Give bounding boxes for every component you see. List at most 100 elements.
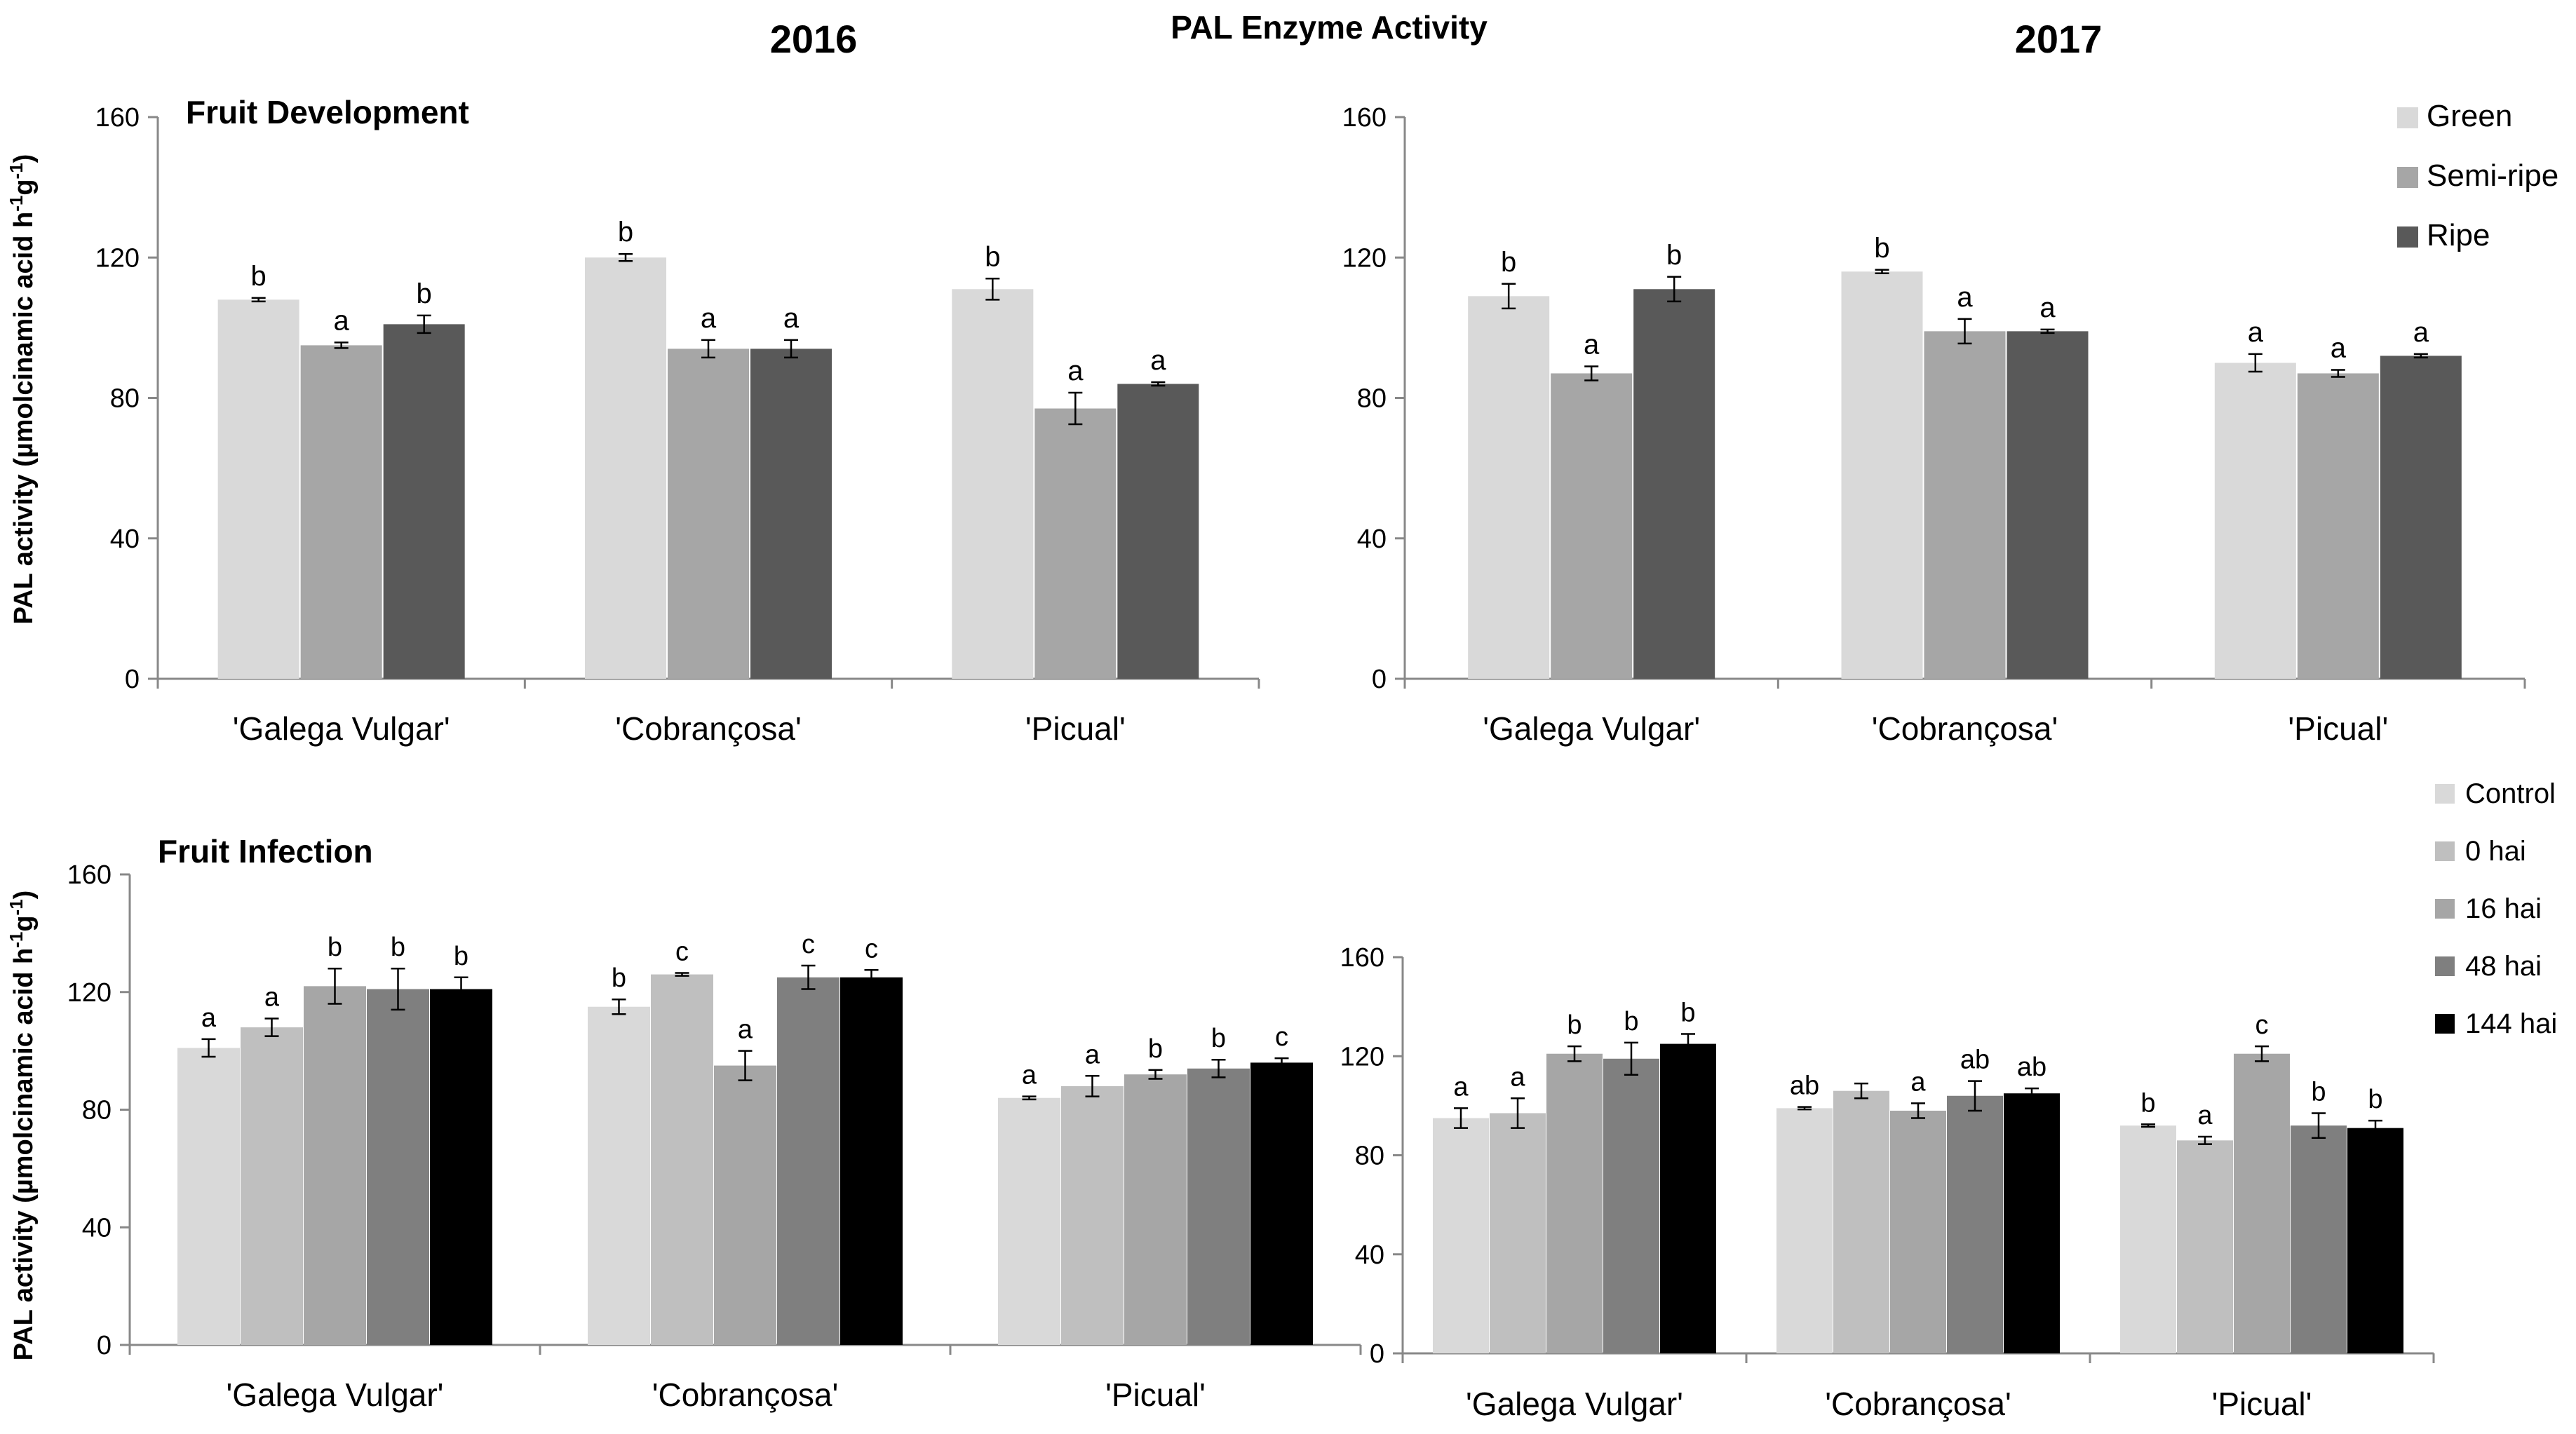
category-label-picual: 'Picual' [1105,1376,1206,1413]
y-tick-label-120: 120 [67,978,112,1008]
data-label-semi-ripe-cobran-osa: a [1957,282,1973,313]
y-tick-label-40: 40 [82,1213,112,1243]
bar-16-hai-picual [1124,1074,1187,1345]
y-tick-label-120: 120 [1342,243,1387,273]
y-tick-label-120: 120 [95,243,140,273]
legend-swatch-16-hai [2435,899,2455,919]
bar-semi-ripe-picual [1034,408,1117,679]
legend-swatch-144-hai [2435,1014,2455,1034]
category-label-picual: 'Picual' [2212,1386,2312,1422]
data-label-ripe-picual: a [1150,345,1166,376]
y-tick-label-160: 160 [1340,943,1384,973]
bar-control-galega-vulgar [177,1048,240,1345]
category-label-cobran-osa: 'Cobrançosa' [1825,1386,2011,1422]
data-label-ripe-galega-vulgar: b [417,278,432,309]
bar-green-galega-vulgar [1468,296,1550,679]
data-label-semi-ripe-picual: a [1067,356,1084,386]
y-tick-label-0: 0 [1372,665,1387,694]
category-label-picual: 'Picual' [1025,710,1126,747]
data-label-semi-ripe-picual: a [2331,332,2347,363]
data-label-control-cobran-osa: b [612,963,626,993]
data-label-green-cobran-osa: b [618,217,633,248]
y-tick-label-80: 80 [1357,384,1387,414]
bar-semi-ripe-galega-vulgar [1551,373,1633,679]
legend-swatch-control [2435,784,2455,804]
bar-144-hai-picual [2347,1128,2403,1353]
category-label-picual: 'Picual' [2288,710,2388,747]
data-label-144-hai-galega-vulgar: b [454,942,468,971]
data-label-green-galega-vulgar: b [251,261,267,292]
bar-ripe-picual [1117,384,1199,679]
data-label-control-picual: b [2140,1088,2155,1118]
bar-control-cobran-osa [588,1006,650,1345]
data-label-ripe-picual: a [2413,317,2429,348]
data-label-green-picual: a [2248,317,2264,348]
bar-ripe-galega-vulgar [383,324,465,679]
bar-144-hai-cobran-osa [2004,1093,2060,1353]
data-label-48-hai-cobran-osa: ab [1960,1046,1990,1075]
y-axis-label-development: PAL activity (µmolcinamic acid h-1g-1) [6,154,39,625]
data-label-0-hai-galega-vulgar: a [264,982,280,1012]
bar-144-hai-galega-vulgar [430,989,492,1345]
data-label-ripe-galega-vulgar: b [1666,240,1682,271]
row-title-infection: Fruit Infection [158,833,373,870]
y-tick-label-160: 160 [95,103,140,133]
bar-green-picual [2214,363,2296,679]
bar-0-hai-galega-vulgar [1490,1113,1546,1353]
bar-0-hai-picual [1061,1085,1124,1345]
data-label-48-hai-picual: b [1211,1024,1226,1053]
data-label-48-hai-cobran-osa: c [802,930,815,959]
column-title-2016: 2016 [770,17,858,61]
legend-label-semi-ripe: Semi-ripe [2427,158,2558,193]
bar-ripe-cobran-osa [2007,331,2089,679]
bar-green-picual [952,289,1034,679]
category-label-galega-vulgar: 'Galega Vulgar' [1466,1386,1683,1422]
data-label-ripe-cobran-osa: a [2039,292,2056,323]
bar-48-hai-cobran-osa [1947,1095,2003,1353]
data-label-0-hai-picual: a [1085,1040,1100,1069]
bar-48-hai-cobran-osa [777,977,839,1345]
bar-ripe-picual [2380,356,2462,679]
legend-label-144-hai: 144 hai [2465,1008,2557,1039]
bar-16-hai-cobran-osa [1890,1110,1946,1353]
data-label-green-galega-vulgar: b [1501,247,1516,278]
y-tick-label-80: 80 [110,384,140,414]
bar-0-hai-picual [2177,1140,2233,1353]
data-label-16-hai-galega-vulgar: b [1567,1010,1582,1040]
category-label-cobran-osa: 'Cobrançosa' [1872,710,2058,747]
bar-control-picual [2120,1125,2176,1353]
y-tick-label-160: 160 [1342,103,1387,133]
legend-label-0-hai: 0 hai [2465,836,2526,867]
bar-ripe-cobran-osa [750,349,832,679]
y-tick-label-40: 40 [110,525,140,554]
data-label-green-cobran-osa: b [1874,233,1889,264]
y-tick-label-0: 0 [125,665,140,694]
category-label-galega-vulgar: 'Galega Vulgar' [233,710,450,747]
category-label-cobran-osa: 'Cobrançosa' [615,710,802,747]
bar-16-hai-cobran-osa [714,1065,776,1345]
bar-16-hai-picual [2234,1053,2290,1353]
bar-48-hai-picual [1187,1068,1250,1345]
legend-development: Green Semi-ripe Ripe [2397,99,2558,252]
y-tick-label-0: 0 [97,1331,112,1360]
bar-semi-ripe-cobran-osa [1924,331,2006,679]
chart-development-2016: 0 40 80 120 160 b a b 'Galega Vulgar' b a a 'Cobranç… [95,103,1260,747]
legend-infection: Control 0 hai 16 hai 48 hai 144 hai [2435,778,2557,1039]
y-tick-label-80: 80 [82,1096,112,1125]
data-label-ripe-cobran-osa: a [783,303,800,334]
legend-swatch-48-hai [2435,956,2455,976]
category-label-cobran-osa: 'Cobrançosa' [652,1376,839,1413]
bar-48-hai-picual [2291,1125,2347,1353]
bar-144-hai-picual [1250,1062,1313,1345]
data-label-16-hai-galega-vulgar: b [328,933,342,962]
chart-development-2017: 0 40 80 120 160 b a b 'Galega Vulgar' b a a 'Cobranç… [1342,103,2526,747]
bar-control-cobran-osa [1776,1108,1833,1353]
data-label-control-cobran-osa: ab [1790,1071,1819,1101]
y-tick-label-120: 120 [1340,1042,1384,1071]
data-label-48-hai-galega-vulgar: b [391,933,405,962]
legend-swatch-ripe [2397,226,2418,248]
bar-control-galega-vulgar [1433,1118,1489,1353]
bar-green-cobran-osa [585,257,666,679]
data-label-48-hai-galega-vulgar: b [1624,1007,1638,1036]
